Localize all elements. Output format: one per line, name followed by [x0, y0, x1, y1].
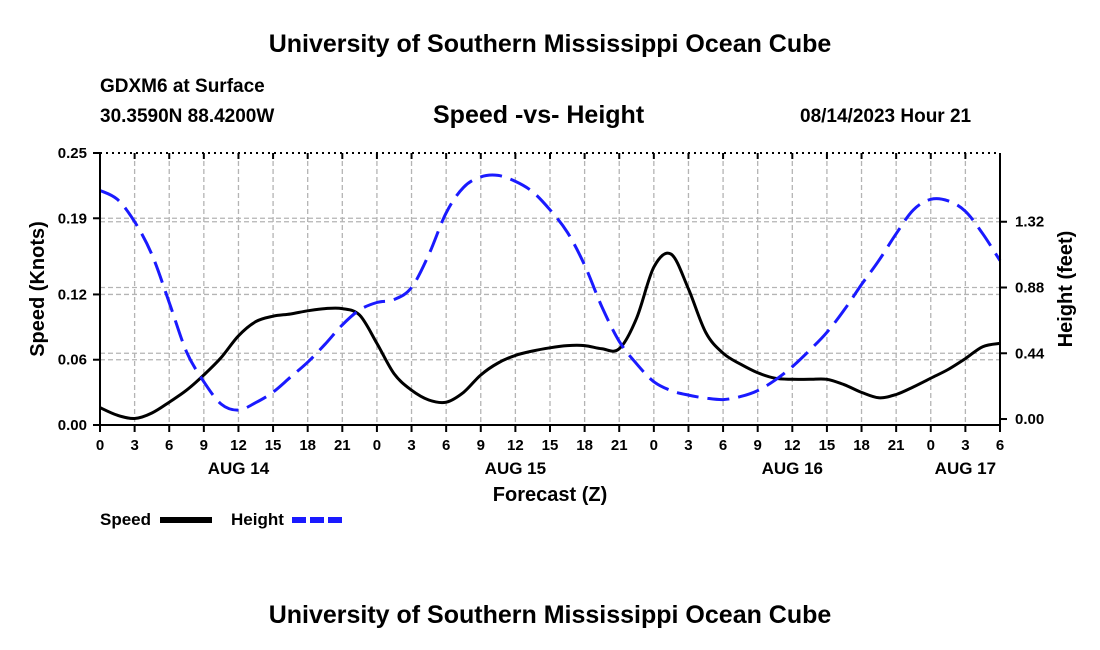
- plot-title: Speed -vs- Height: [433, 101, 645, 129]
- x-tick-label: 3: [961, 437, 969, 454]
- x-tick-label: 21: [888, 437, 905, 454]
- grid-layer: [100, 153, 1000, 425]
- x-tick-label: 0: [927, 437, 935, 454]
- x-tick-label: 0: [96, 437, 104, 454]
- x-tick-label: 0: [373, 437, 381, 454]
- location-label: 30.3590N 88.4200W: [100, 106, 275, 127]
- y2-tick-label: 0.00: [1015, 411, 1044, 428]
- page-title-bottom: University of Southern Mississippi Ocean…: [268, 601, 832, 629]
- x-tick-label: 12: [784, 437, 801, 454]
- y-tick-label: 0.12: [58, 286, 87, 303]
- legend-label-height: Height: [231, 510, 284, 529]
- x-tick-label: 9: [200, 437, 208, 454]
- x-date-label: AUG 15: [485, 459, 546, 478]
- x-tick-label: 6: [165, 437, 173, 454]
- x-tick-label: 3: [130, 437, 138, 454]
- x-tick-label: 12: [507, 437, 524, 454]
- x-axis-title: Forecast (Z): [493, 484, 607, 506]
- legend-label-speed: Speed: [100, 510, 151, 529]
- label-layer: 0 3 6 9 12 15 18 21 0 3 6 9 12 15 18 21 0 3 6 9 12 15 18 21 0 3 6A…: [27, 145, 1077, 506]
- x-tick-label: 18: [299, 437, 316, 454]
- datetime-label: 08/14/2023 Hour 21: [800, 106, 972, 127]
- x-tick-label: 15: [265, 437, 282, 454]
- x-tick-label: 21: [334, 437, 351, 454]
- y-tick-label: 0.06: [58, 352, 87, 369]
- series-layer: [99, 173, 1002, 421]
- page-title-top: University of Southern Mississippi Ocean…: [268, 30, 832, 58]
- x-tick-label: 15: [819, 437, 836, 454]
- y2-tick-label: 0.88: [1015, 280, 1044, 297]
- axis-layer: [93, 152, 1007, 432]
- x-date-label: AUG 17: [935, 459, 996, 478]
- x-tick-label: 3: [684, 437, 692, 454]
- series-line-speed: [99, 251, 1001, 421]
- x-tick-label: 15: [542, 437, 559, 454]
- x-tick-label: 18: [576, 437, 593, 454]
- y-axis-title: Speed (Knots): [27, 221, 49, 357]
- x-tick-label: 6: [719, 437, 727, 454]
- y-tick-label: 0.00: [58, 417, 87, 434]
- x-tick-label: 3: [407, 437, 415, 454]
- x-tick-label: 0: [650, 437, 658, 454]
- y-tick-label: 0.25: [58, 145, 87, 162]
- station-label: GDXM6 at Surface: [100, 76, 265, 97]
- series-line-height: [99, 173, 1002, 412]
- x-tick-label: 9: [477, 437, 485, 454]
- x-date-label: AUG 14: [208, 459, 270, 478]
- y2-tick-label: 1.32: [1015, 214, 1044, 231]
- x-tick-label: 9: [754, 437, 762, 454]
- x-tick-label: 6: [996, 437, 1004, 454]
- x-tick-label: 12: [230, 437, 247, 454]
- x-tick-label: 18: [853, 437, 870, 454]
- x-date-label: AUG 16: [762, 459, 823, 478]
- legend: Speed Height: [100, 510, 343, 529]
- x-tick-label: 21: [611, 437, 628, 454]
- y2-axis-title: Height (feet): [1055, 231, 1077, 348]
- x-tick-label: 6: [442, 437, 450, 454]
- y2-tick-label: 0.44: [1015, 345, 1045, 362]
- y-tick-label: 0.19: [58, 210, 87, 227]
